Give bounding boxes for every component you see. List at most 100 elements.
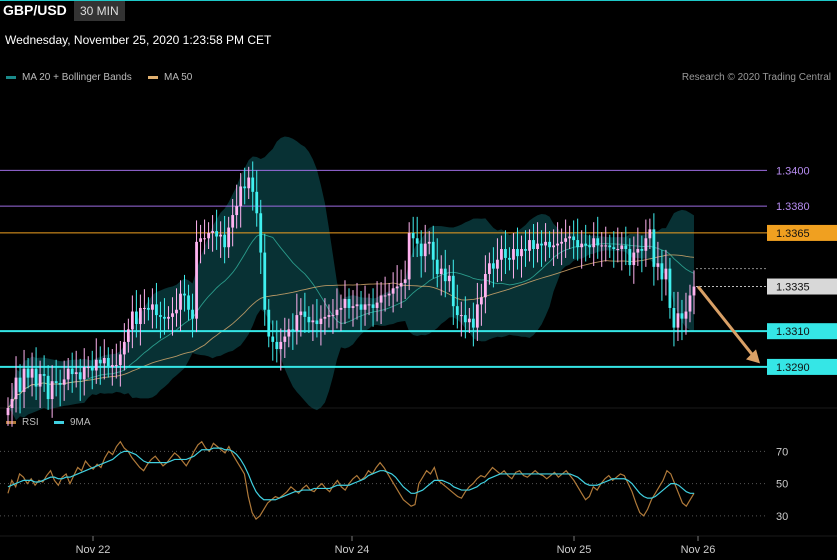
candle [451,259,455,325]
candle-body [122,341,126,355]
resistance-label: 1.3400 [776,165,810,177]
candle [419,230,423,278]
candle [375,281,379,322]
candle-body [331,315,335,317]
candle [500,235,503,282]
candle [291,313,295,350]
candle-body [568,236,572,239]
candle-body [98,359,102,364]
candle-body [267,309,271,337]
candle-body [363,304,367,310]
candle [159,301,162,339]
candle [339,294,343,332]
candle [211,215,214,252]
candle [251,161,255,211]
candle [692,270,696,315]
candle [395,265,399,302]
bollinger-swatch-icon [6,76,16,79]
candle [10,382,14,427]
x-tick-label: Nov 22 [76,544,111,556]
candle-body [672,307,676,328]
candle-body [556,243,559,246]
candle [175,288,178,327]
candle [415,216,419,258]
candle [411,216,415,258]
candle [423,224,427,273]
candle [568,225,572,249]
candle-body [307,316,311,323]
candle [327,304,331,328]
candle-body [14,377,18,400]
candle [688,284,692,323]
candle-body [536,243,539,249]
candle [114,343,118,379]
candle [98,346,102,385]
last-label: 1.3335 [776,282,810,294]
support-label-box [767,358,837,375]
candle [263,233,267,326]
candle-body [540,243,543,246]
candle-body [528,240,531,251]
candle-body [219,234,223,237]
candle [134,290,138,338]
candle [588,234,592,258]
candle-body [431,241,435,260]
candle-body [159,315,162,317]
candle [540,230,543,267]
symbol-title: GBP/USD [3,2,67,18]
candle [351,290,355,327]
candle [427,231,431,255]
candle-body [592,238,596,248]
ma50-swatch-icon [148,76,158,79]
candle [66,357,70,391]
rsi-swatch-icon [6,421,16,424]
candle-body [303,311,307,317]
candle-body [471,318,475,328]
candle-body [102,357,106,364]
candle [167,306,170,330]
candle [86,356,90,378]
candle-body [106,357,110,367]
candle [560,228,564,266]
candle-body [439,268,443,275]
candle-body [636,249,640,253]
pivot-label-box [767,224,837,241]
timeframe-badge[interactable]: 30 MIN [74,1,125,21]
datetime-label: Wednesday, November 25, 2020 1:23:58 PM … [5,33,272,47]
candle-body [38,374,42,387]
candle-body [680,313,684,319]
candle [74,350,78,388]
candle [163,298,166,335]
candle-body [367,304,371,306]
candle [155,282,158,329]
candle-body [459,315,463,317]
candle-body [327,315,331,317]
candle [584,224,588,262]
candle [335,288,339,329]
candle [303,292,307,333]
candle-body [235,206,239,216]
candle [407,222,411,291]
legend-rsi: RSI [6,417,39,428]
candle [138,294,142,346]
candle-body [415,238,419,244]
candle [267,299,271,348]
candle-body [118,354,122,366]
candle-body [355,304,359,307]
candle [34,347,38,400]
candle [600,232,604,267]
candle [536,222,539,263]
candle [283,317,287,358]
candle-body [656,263,660,267]
candle-body [6,408,10,416]
forecast-arrowhead-icon [746,349,760,364]
candle [311,304,315,342]
candle [151,288,154,329]
candle [82,348,86,396]
candle [130,295,134,349]
candle-body [532,240,535,249]
candle-body [66,368,70,380]
candle [463,296,467,339]
candle [62,360,66,401]
